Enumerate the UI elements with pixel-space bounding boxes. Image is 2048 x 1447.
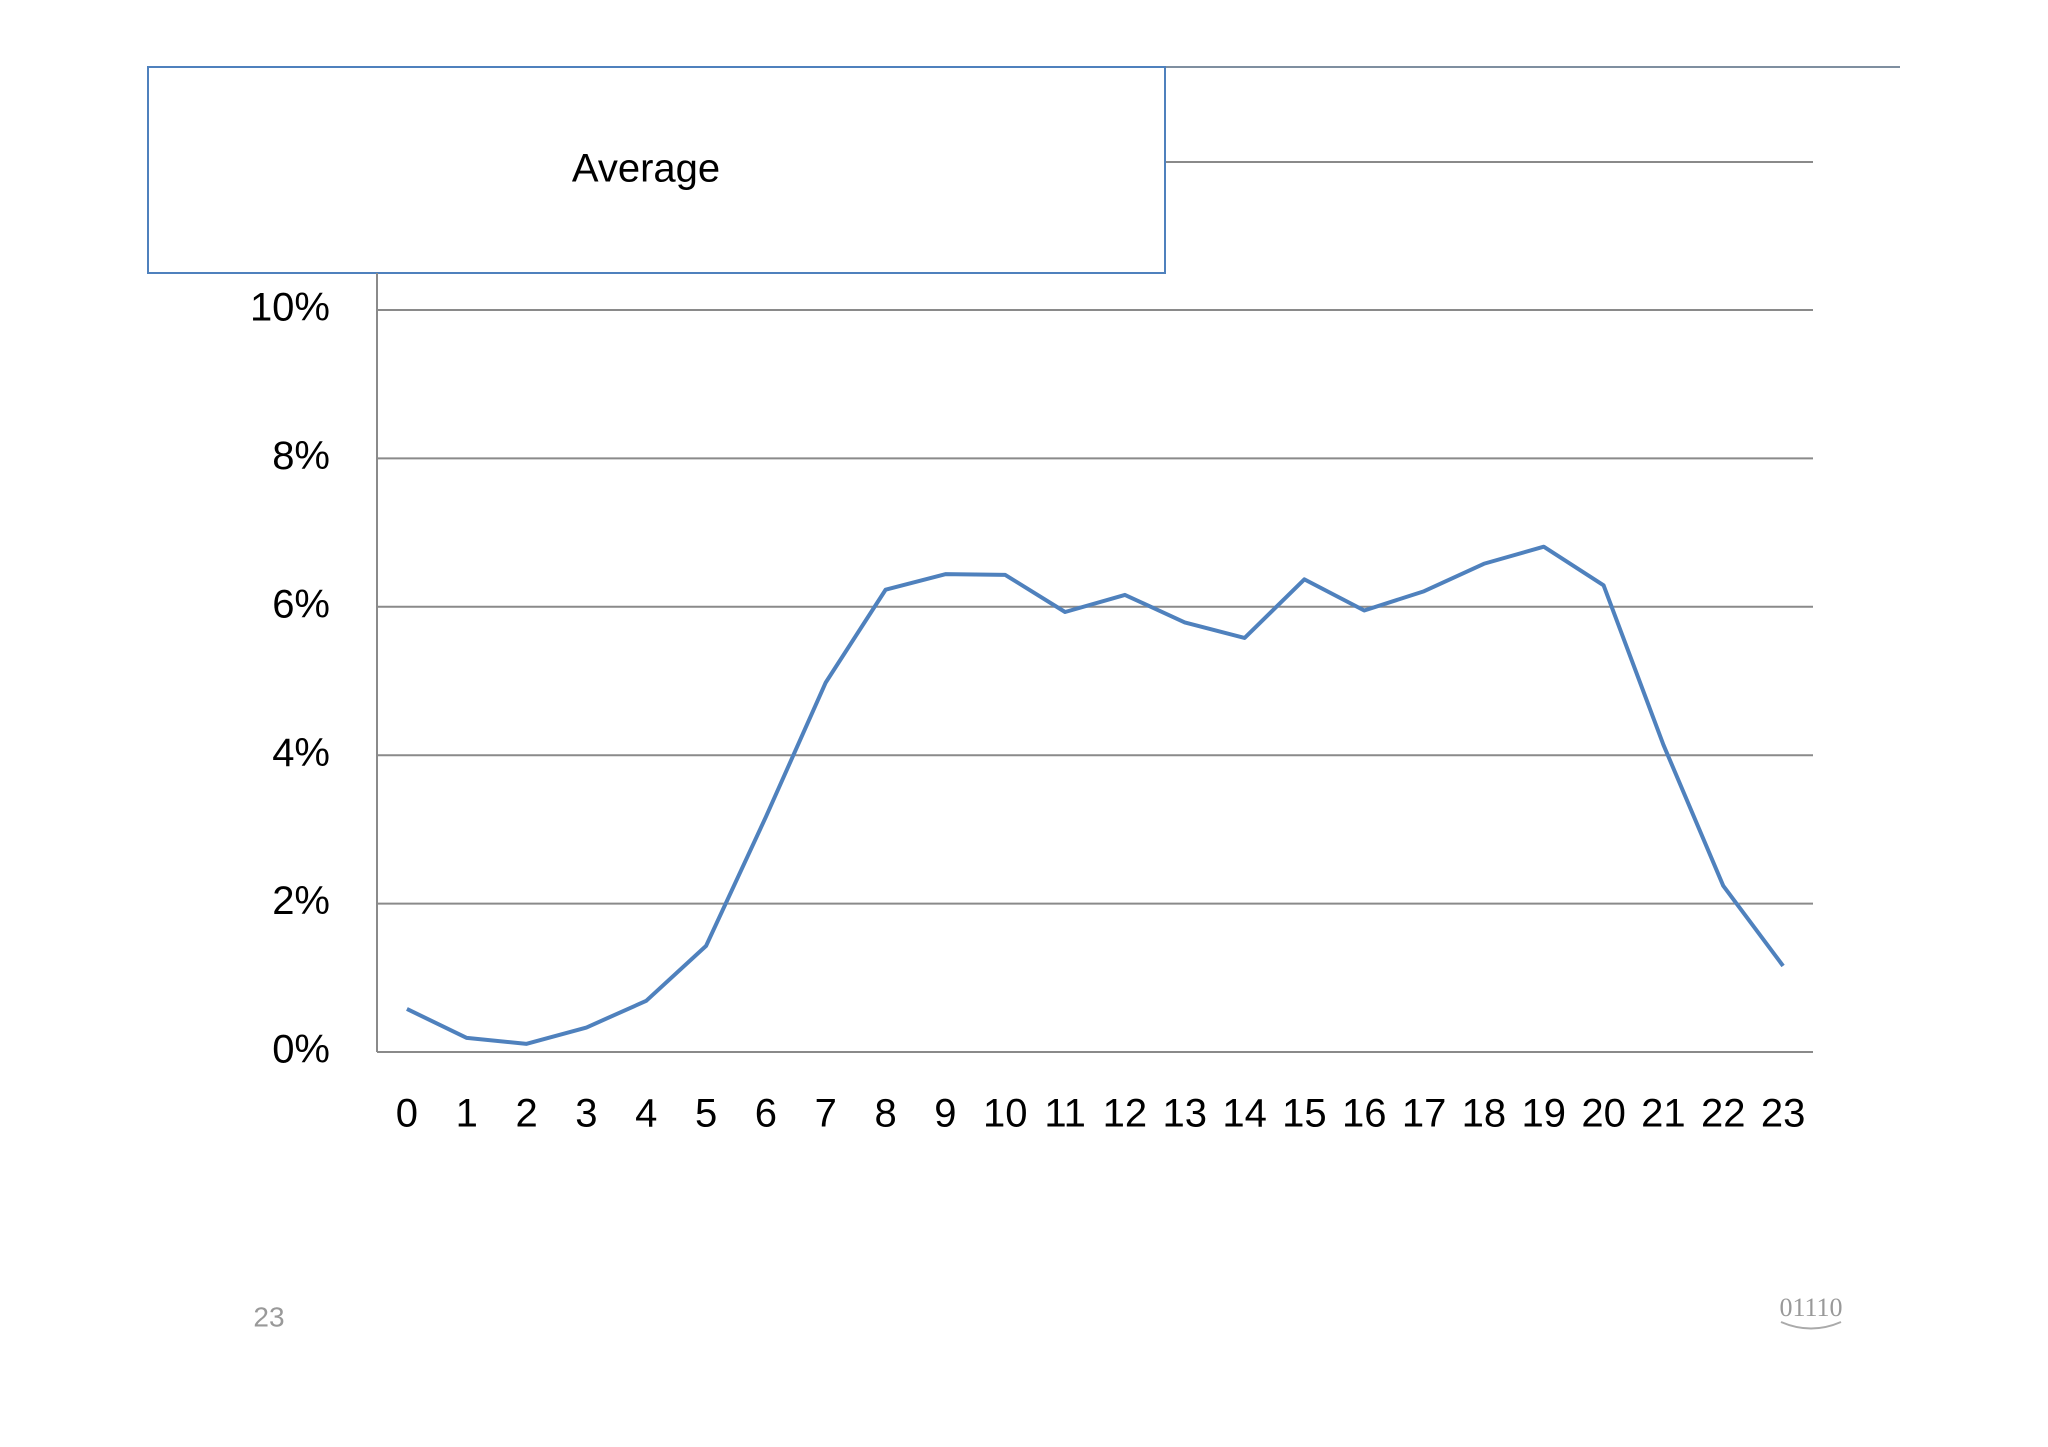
x-tick-label: 1 <box>456 1092 478 1136</box>
y-tick-label: 6% <box>272 582 330 626</box>
y-tick-label: 8% <box>272 434 330 478</box>
page-number: 23 <box>253 1301 284 1332</box>
x-tick-label: 21 <box>1641 1092 1686 1136</box>
x-tick-label: 5 <box>695 1092 717 1136</box>
x-tick-label: 2 <box>515 1092 537 1136</box>
x-tick-label: 14 <box>1222 1092 1267 1136</box>
x-tick-label: 7 <box>815 1092 837 1136</box>
x-tick-label: 17 <box>1402 1092 1447 1136</box>
x-tick-label: 13 <box>1163 1092 1208 1136</box>
x-tick-label: 12 <box>1103 1092 1148 1136</box>
x-tick-label: 4 <box>635 1092 657 1136</box>
x-tick-label: 10 <box>983 1092 1028 1136</box>
x-tick-label: 9 <box>934 1092 956 1136</box>
logo-crown <box>1780 1321 1842 1330</box>
x-tick-label: 15 <box>1282 1092 1327 1136</box>
y-tick-label: 0% <box>272 1028 330 1072</box>
x-tick-label: 8 <box>874 1092 896 1136</box>
x-tick-label: 18 <box>1462 1092 1507 1136</box>
x-tick-label: 16 <box>1342 1092 1387 1136</box>
y-tick-label: 4% <box>272 731 330 775</box>
x-tick-label: 19 <box>1522 1092 1567 1136</box>
x-tick-label: 11 <box>1044 1092 1086 1136</box>
chart-title: Average <box>572 147 720 191</box>
x-tick-label: 20 <box>1581 1092 1626 1136</box>
logo: 01110 <box>1779 1293 1842 1322</box>
y-tick-label: 2% <box>272 879 330 923</box>
x-tick-label: 3 <box>575 1092 597 1136</box>
y-tick-label: 10% <box>250 286 330 330</box>
title-box <box>147 66 1166 274</box>
x-tick-label: 0 <box>396 1092 418 1136</box>
x-tick-label: 23 <box>1761 1092 1806 1136</box>
x-tick-label: 22 <box>1701 1092 1746 1136</box>
data-line <box>406 544 1785 1046</box>
x-tick-label: 6 <box>755 1092 777 1136</box>
